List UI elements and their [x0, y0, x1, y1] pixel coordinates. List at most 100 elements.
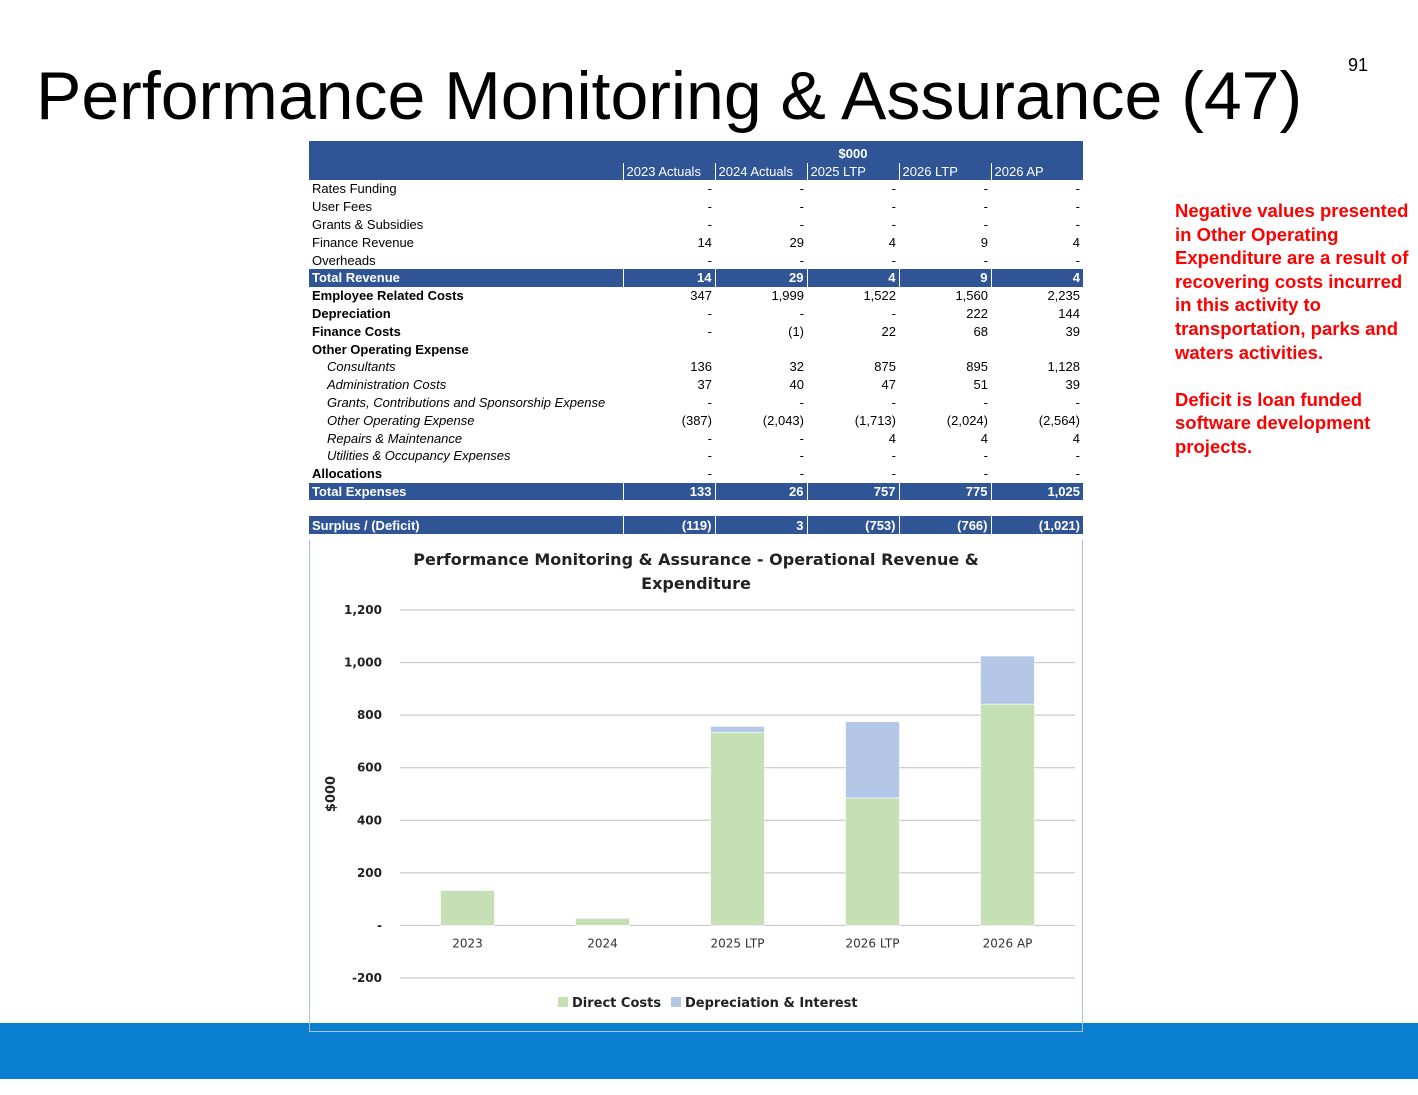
- y-axis-label: $000: [324, 776, 339, 812]
- y-tick-label: 200: [357, 866, 382, 880]
- cell-value: (766): [898, 516, 991, 535]
- note-deficit: Deficit is loan funded software developm…: [1175, 388, 1371, 457]
- x-tick-label: 2026 AP: [983, 936, 1033, 950]
- cell-value: -: [1075, 252, 1080, 268]
- cell-value: 37: [697, 377, 712, 393]
- cell-value: (1,021): [990, 516, 1083, 535]
- cell-value: 51: [973, 377, 988, 393]
- cell-value: 68: [973, 323, 988, 339]
- cell-value: 3: [714, 516, 807, 535]
- x-tick-label: 2025 LTP: [711, 936, 765, 950]
- table-spacer-row: [309, 500, 1083, 516]
- row-label: Allocations: [312, 466, 383, 482]
- cell-value: 1,128: [1047, 359, 1080, 375]
- cell-value: 875: [874, 359, 896, 375]
- cell-value: 4: [990, 268, 1083, 287]
- cell-value: 4: [888, 234, 896, 250]
- cell-value: -: [799, 430, 804, 446]
- table-row: Depreciation - - - 222 144: [309, 305, 1083, 323]
- chart-panel: Performance Monitoring & Assurance - Ope…: [309, 540, 1083, 1032]
- cell-value: [807, 500, 899, 516]
- row-label: Surplus / (Deficit): [309, 516, 623, 535]
- cell-value: -: [799, 252, 804, 268]
- cell-value: [807, 340, 899, 358]
- row-label: Other Operating Expense: [312, 341, 469, 357]
- table-row: Grants, Contributions and Sponsorship Ex…: [309, 394, 1083, 412]
- cell-value: [899, 500, 991, 516]
- row-label: [309, 500, 623, 516]
- table-total-row: Total Revenue 14 29 4 9 4: [309, 268, 1083, 287]
- row-label: Employee Related Costs: [312, 288, 464, 304]
- cell-value: -: [707, 252, 712, 268]
- row-label: Total Revenue: [309, 268, 623, 287]
- cell-value: -: [983, 448, 988, 464]
- cell-value: 29: [714, 268, 807, 287]
- cell-value: (753): [806, 516, 899, 535]
- cell-value: [899, 340, 991, 358]
- cell-value: -: [707, 394, 712, 410]
- cell-value: 4: [888, 430, 896, 446]
- chart-title: Expenditure: [641, 574, 751, 593]
- legend-swatch-depreciation-interest: [671, 997, 681, 1007]
- cell-value: -: [983, 181, 988, 197]
- cell-value: 22: [881, 323, 896, 339]
- row-label: Rates Funding: [312, 181, 397, 197]
- legend-label: Direct Costs: [572, 996, 661, 1011]
- cell-value: -: [891, 199, 896, 215]
- row-label: User Fees: [312, 199, 372, 215]
- bar-depreciation-interest: [575, 925, 630, 927]
- cell-value: 222: [966, 305, 988, 321]
- table-row: User Fees - - - - -: [309, 198, 1083, 216]
- cell-value: -: [1075, 466, 1080, 482]
- bar-depreciation-interest: [710, 726, 765, 733]
- cell-value: 4: [806, 268, 899, 287]
- legend-label: Depreciation & Interest: [685, 996, 858, 1011]
- table-row: Administration Costs 37 40 47 51 39: [309, 376, 1083, 394]
- cell-value: 2,235: [1047, 288, 1080, 304]
- cell-value: 4: [980, 430, 988, 446]
- cell-value: 1,522: [863, 288, 896, 304]
- cell-value: -: [707, 181, 712, 197]
- y-tick-label: 1,200: [344, 603, 382, 617]
- cell-value: -: [707, 305, 712, 321]
- cell-value: 39: [1065, 377, 1080, 393]
- bar-direct-costs: [845, 797, 900, 926]
- x-tick-label: 2026 LTP: [846, 936, 900, 950]
- cell-value: -: [799, 216, 804, 232]
- table-row: Consultants 136 32 875 895 1,128: [309, 358, 1083, 376]
- row-label: Overheads: [312, 252, 376, 268]
- bar-depreciation-interest: [980, 655, 1035, 705]
- cell-value: 775: [898, 482, 991, 501]
- cell-value: [991, 500, 1083, 516]
- table-row: Other Operating Expense: [309, 340, 1083, 358]
- note-negative-values: Negative values presented in Other Opera…: [1175, 200, 1409, 363]
- table-total-row: Surplus / (Deficit) (119) 3 (753) (766) (1,02…: [309, 516, 1083, 535]
- table-row: Finance Costs - (1) 22 68 39: [309, 322, 1083, 340]
- row-label: Administration Costs: [327, 377, 447, 393]
- cell-value: -: [891, 394, 896, 410]
- table-row: Utilities & Occupancy Expenses - - - - -: [309, 447, 1083, 465]
- bar-direct-costs: [575, 918, 630, 926]
- cell-value: -: [983, 252, 988, 268]
- cell-value: -: [891, 252, 896, 268]
- cell-value: -: [707, 466, 712, 482]
- table-row: Finance Revenue 14 29 4 9 4: [309, 233, 1083, 251]
- cell-value: -: [707, 430, 712, 446]
- cell-value: -: [983, 216, 988, 232]
- cell-value: (1): [788, 323, 804, 339]
- bar-depreciation-interest: [845, 721, 900, 799]
- cell-value: 133: [622, 482, 715, 501]
- table-row: Grants & Subsidies - - - - -: [309, 216, 1083, 234]
- cell-value: 32: [789, 359, 804, 375]
- row-label: Grants, Contributions and Sponsorship Ex…: [327, 394, 606, 410]
- table-unit-header: $000: [623, 141, 1083, 163]
- footer-bar: [0, 1023, 1418, 1079]
- row-label: Depreciation: [312, 305, 391, 321]
- table-row: Other Operating Expense (387) (2,043) (1,71…: [309, 411, 1083, 429]
- table-row: Rates Funding - - - - -: [309, 180, 1083, 198]
- cell-value: 29: [789, 234, 804, 250]
- cell-value: -: [983, 466, 988, 482]
- page-number: 91: [1348, 55, 1369, 75]
- table-total-row: Total Expenses 133 26 757 775 1,025: [309, 482, 1083, 501]
- cell-value: -: [799, 181, 804, 197]
